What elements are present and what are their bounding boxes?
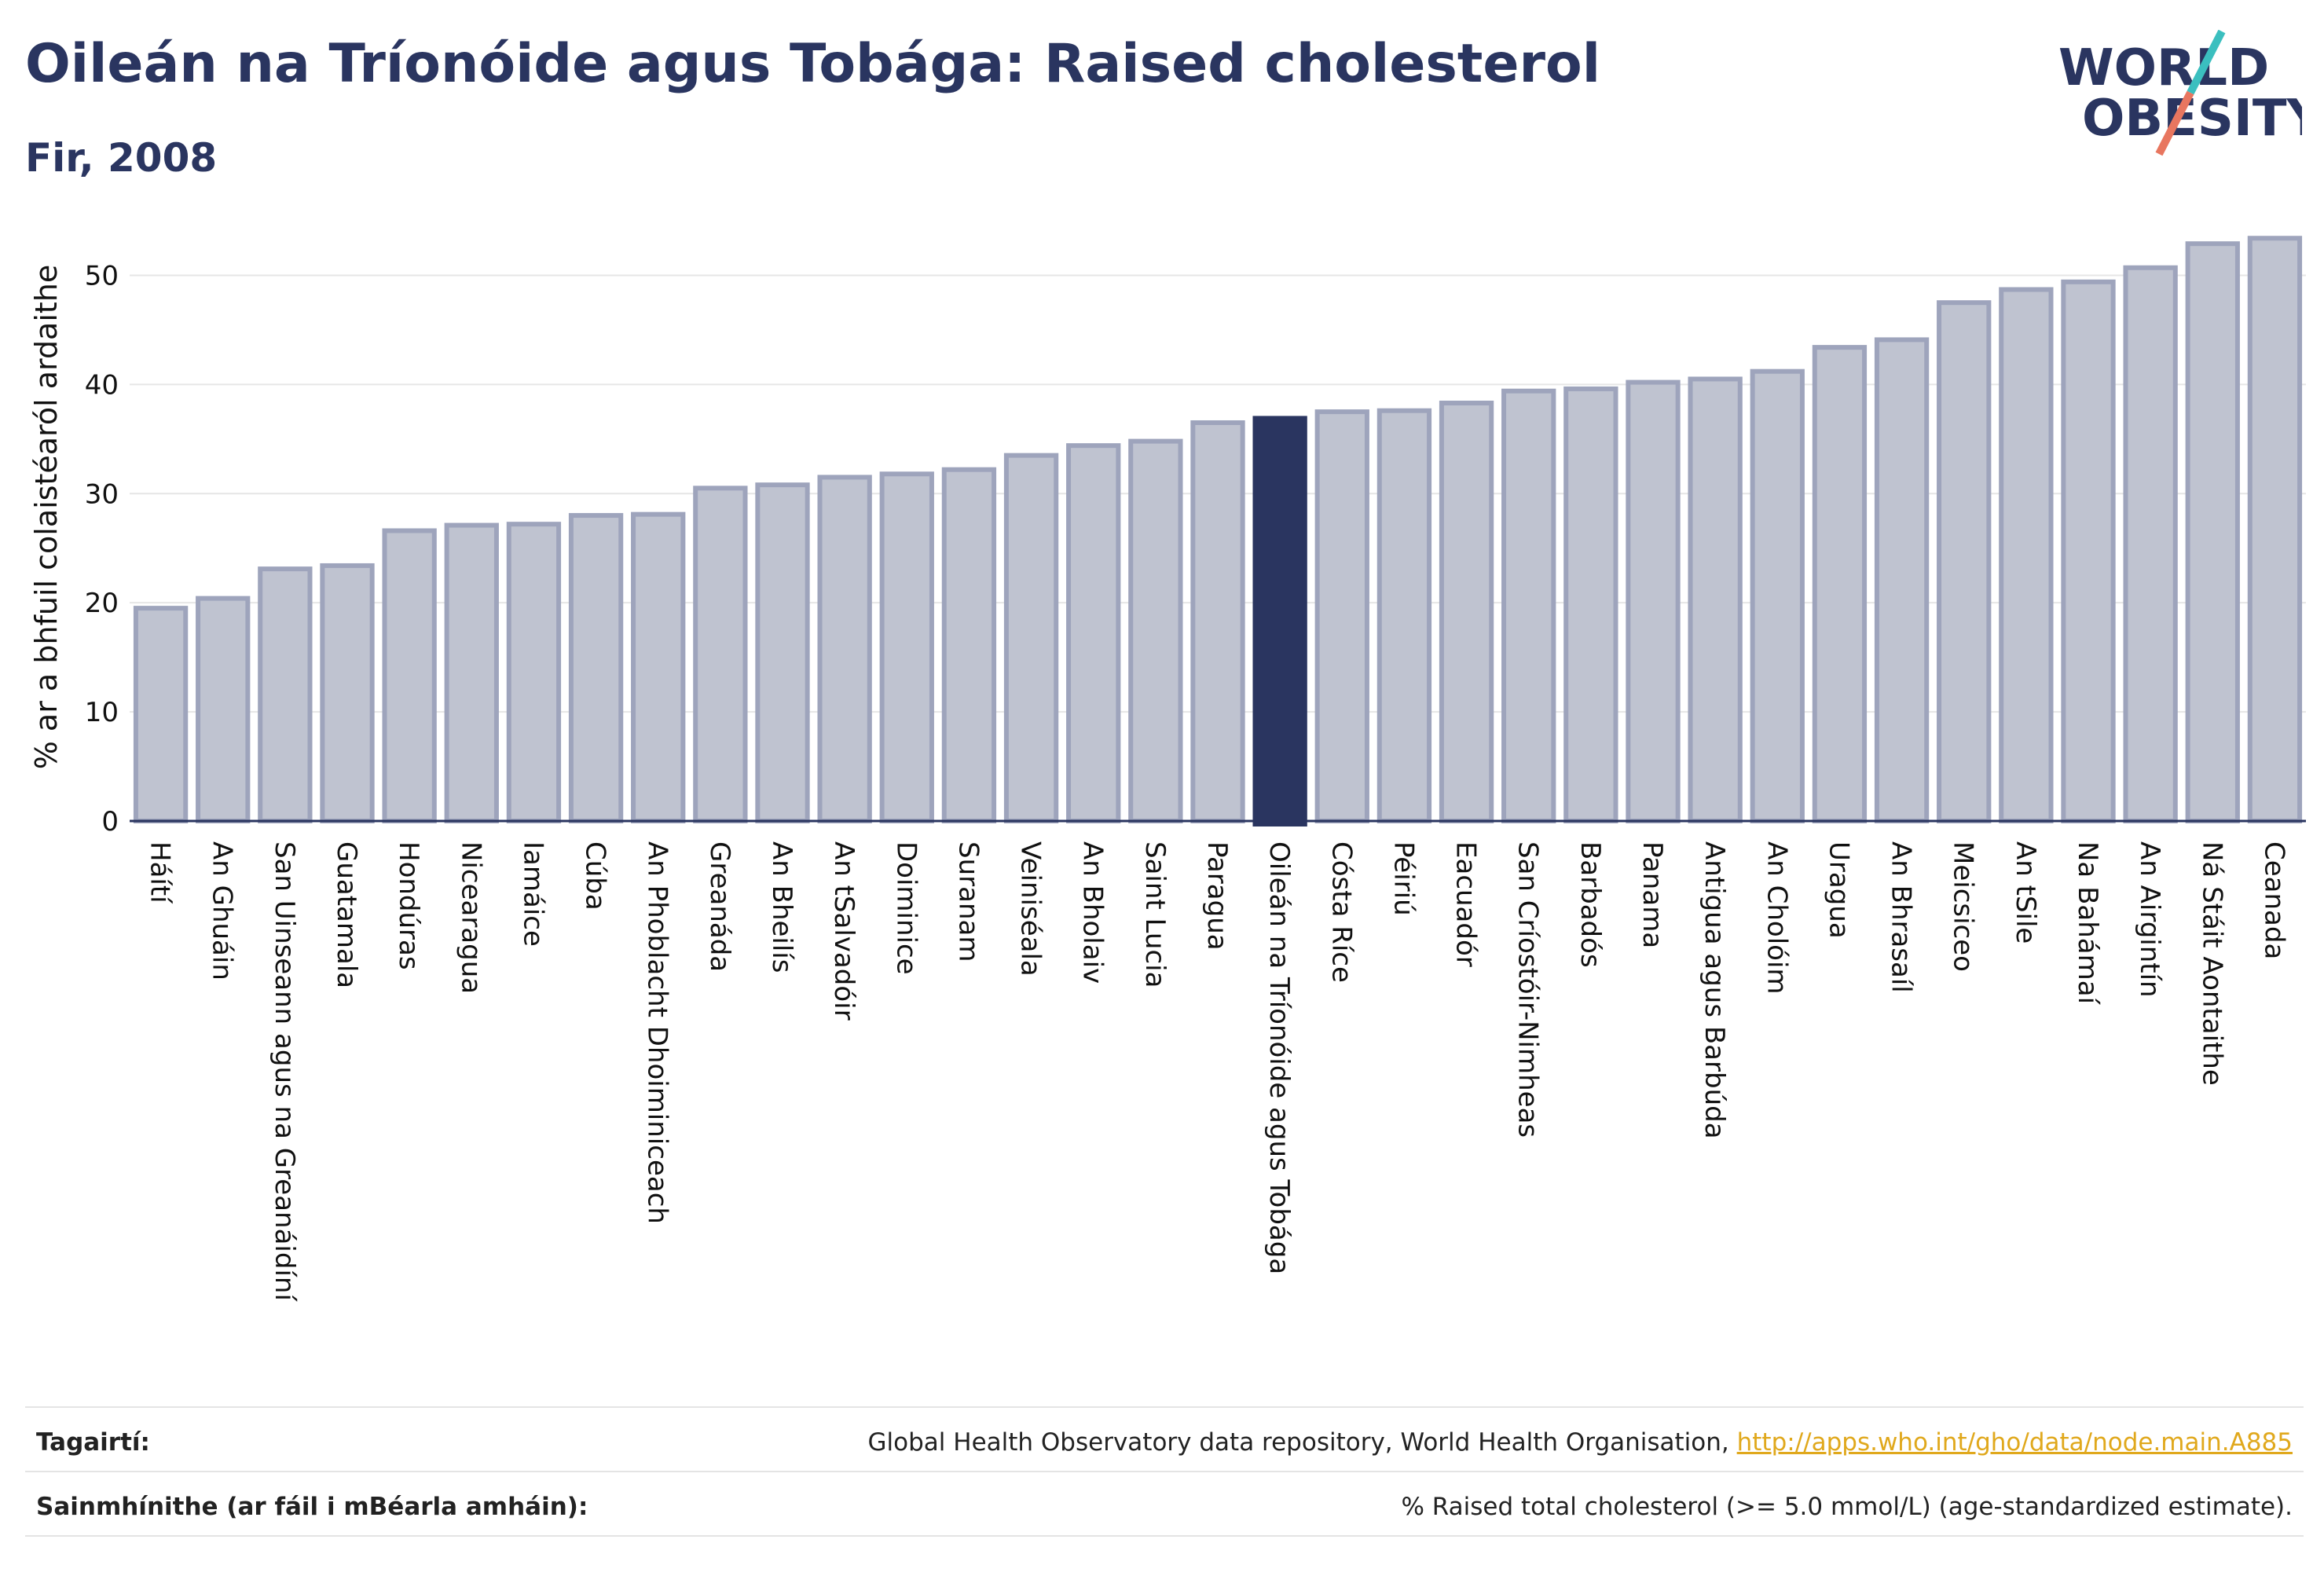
bar [1066, 443, 1121, 823]
bar [1190, 420, 1245, 823]
x-tick-label: San Críostóir-Nimheas [1512, 841, 1544, 1138]
references-link[interactable]: http://apps.who.int/gho/data/node.main.A… [1736, 1428, 2293, 1457]
x-tick-label: Doiminice [890, 841, 922, 975]
bar [1688, 376, 1743, 824]
references-text: Global Health Observatory data repositor… [867, 1428, 1737, 1457]
x-tick-label: Péiriú [1387, 841, 1419, 916]
logo-slash-coral [2155, 90, 2194, 156]
bar [382, 528, 437, 823]
definitions-label: Sainmhínithe (ar fáil i mBéarla amháin): [36, 1493, 588, 1521]
bar [1937, 300, 1992, 823]
bar [258, 566, 313, 823]
x-tick-label: Ná Stáit Aontaithe [2196, 841, 2227, 1086]
y-tick-label: 20 [85, 588, 119, 619]
bar [1128, 438, 1183, 823]
x-tick-label: Cúba [580, 841, 611, 911]
bar [1874, 337, 1930, 824]
bar-highlight [1252, 416, 1307, 826]
bar [2247, 236, 2303, 823]
y-tick-label: 10 [85, 697, 119, 728]
bar [444, 522, 499, 823]
x-tick-label: Panama [1637, 841, 1668, 948]
logo-slash-teal [2187, 30, 2226, 95]
bar [2061, 279, 2116, 824]
bar [196, 596, 251, 823]
x-tick-label: Meicsiceo [1948, 841, 1979, 972]
x-tick-label: Oileán na Tríonóide agus Tobága [1263, 841, 1295, 1274]
y-tick-label: 40 [85, 369, 119, 401]
x-tick-label: Ceanada [2258, 841, 2289, 959]
x-tick-label: Saint Lucia [1139, 841, 1171, 988]
y-tick-label: 50 [85, 260, 119, 291]
bar [631, 511, 686, 823]
references-value: Global Health Observatory data repositor… [868, 1428, 2293, 1457]
x-tick-label: Antigua agus Barbúda [1699, 841, 1730, 1139]
bar [755, 482, 810, 823]
y-axis-label: % ar a bhfuil colaistéaról ardaithe [29, 265, 64, 770]
x-tick-label: Greanáda [704, 841, 735, 972]
y-tick-label: 0 [101, 806, 119, 837]
bar [1999, 287, 2054, 823]
x-tick-label: An Bholaiv [1077, 841, 1109, 984]
x-tick-label: Háítí [145, 841, 176, 904]
y-tick-label: 30 [85, 478, 119, 510]
x-tick-label: Barbadós [1574, 841, 1606, 968]
bar [1314, 409, 1369, 823]
bar [1376, 408, 1432, 823]
references-label: Tagairtí: [36, 1428, 150, 1457]
chart-subtitle: Fir, 2008 [25, 135, 218, 181]
x-tick-label: An Airgintín [2134, 841, 2165, 998]
world-obesity-logo: WORLD OBESITY [2058, 30, 2302, 156]
logo-line1: WORLD [2058, 39, 2269, 97]
bar [2185, 241, 2240, 823]
bar [1003, 453, 1059, 823]
x-tick-label: Suranam [952, 841, 984, 962]
definitions-value: % Raised total cholesterol (>= 5.0 mmol/… [1401, 1493, 2293, 1521]
x-tick-label: Cósta Ríce [1325, 841, 1357, 983]
x-tick-label: Nicearagua [455, 841, 486, 994]
bar-chart: 0 10 20 30 40 50 % ar a bhfuil colaistéaról ar… [29, 236, 2306, 1302]
bar [320, 563, 375, 823]
logo-line2: OBESITY [2082, 90, 2302, 148]
bar [2123, 265, 2178, 823]
bar [1750, 368, 1805, 824]
bar [506, 522, 562, 824]
bar [568, 513, 624, 824]
x-tick-label: An Phoblacht Dhoiminiceach [642, 841, 673, 1224]
references-row: Tagairtí: Global Health Observatory data… [25, 1406, 2304, 1472]
x-tick-label: Guatamala [331, 841, 362, 988]
chart-title: Oileán na Tríonóide agus Tobága: Raised … [25, 33, 1601, 95]
x-tick-label: Hondúras [393, 841, 424, 970]
footer-bottom-line [25, 1535, 2304, 1537]
bar [941, 467, 997, 823]
x-tick-label: Uragua [1823, 841, 1854, 939]
x-tick-label: Iamáice [517, 841, 548, 947]
definitions-row: Sainmhínithe (ar fáil i mBéarla amháin):… [25, 1471, 2304, 1537]
bar [693, 486, 748, 823]
x-tick-label: An Bhrasaíl [1886, 841, 1917, 993]
bar [817, 475, 872, 823]
bar [1501, 388, 1556, 823]
bar [1812, 345, 1868, 824]
x-tick-label: San Uinseann agus na Greanáidíní [269, 841, 300, 1302]
bar [1563, 386, 1618, 824]
x-tick-label: Eacuadór [1450, 841, 1482, 967]
bar [1439, 400, 1494, 823]
bar [133, 606, 189, 823]
x-tick-label: Paragua [1201, 841, 1233, 951]
x-tick-label: Veiniséala [1015, 841, 1047, 977]
bar [879, 471, 934, 823]
x-tick-label: Na Bahámaí [2072, 841, 2103, 1006]
x-tick-label: An Cholóim [1761, 841, 1792, 995]
x-tick-label: An tSile [2010, 841, 2041, 944]
bar [1626, 379, 1681, 823]
x-tick-label: An tSalvadóir [828, 841, 860, 1021]
x-tick-label: An Bheilís [766, 841, 797, 973]
x-tick-label: An Ghuáin [207, 841, 238, 980]
